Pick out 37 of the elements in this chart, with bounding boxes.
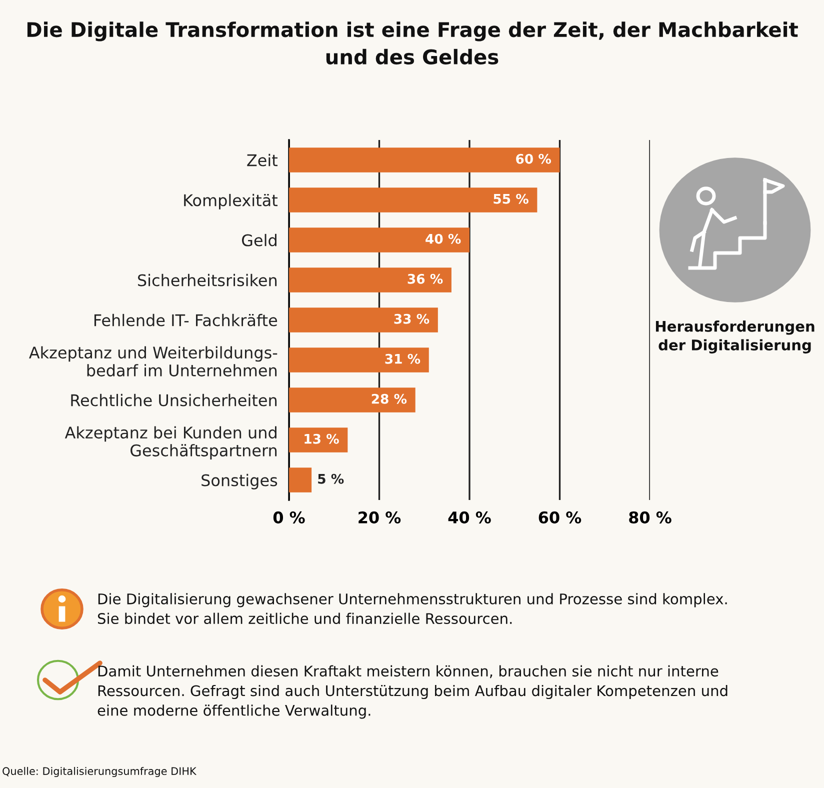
- x-tick-label: 80 %: [629, 511, 672, 524]
- data-label: 55 %: [494, 194, 528, 204]
- data-label: 13 %: [304, 434, 339, 444]
- text: Die Digitalisierung gewachsener Unternehmensstrukturen und Prozesse sind komplex. Sie bindet vor allem zeitliche und finanzielle Ressourcen.: [98, 593, 727, 624]
- data-label: 40 %: [426, 234, 461, 244]
- data-label: 5 %: [318, 474, 344, 484]
- x-tick-label: 60 %: [538, 511, 582, 524]
- bar: [289, 428, 348, 452]
- y-tick-label: Akzeptanz und Weiterbildungs- bedarf im Unternehmen: [29, 346, 278, 376]
- text: Damit Unternehmen diesen Kraftakt meistern können, brauchen sie nicht nur interne Ressourcen. Gefragt sind auch Unterstützung beim Aufbau digitaler Kompetenzen und eine moderne öffentliche Verwaltung.: [98, 665, 728, 719]
- data-label: 33 %: [394, 314, 430, 324]
- text: Herausforderungen der Digitalisierung: [656, 320, 814, 354]
- data-label: 36 %: [408, 274, 443, 284]
- x-tick-label: 0 %: [273, 511, 305, 524]
- bar: [289, 228, 470, 252]
- chart-title: Die Digitale Transformation ist eine Frage der Zeit, der Machbarkeit und des Geldes: [27, 22, 798, 64]
- y-tick-label: Fehlende IT- Fachkräfte: [94, 314, 278, 326]
- y-tick-label: Rechtliche Unsicherheiten: [71, 394, 277, 406]
- y-tick-label: Komplexität: [184, 194, 278, 210]
- data-label: 28 %: [372, 394, 407, 404]
- source-note: Quelle: Digitalisierungsumfrage DIHK: [2, 766, 197, 778]
- bar: [289, 148, 560, 172]
- bar: [289, 308, 438, 332]
- y-tick-label: Zeit: [247, 154, 278, 166]
- y-tick-label: Geld: [242, 234, 276, 246]
- y-tick-label: Sicherheitsrisiken: [138, 274, 277, 286]
- x-tick-label: 40 %: [448, 511, 491, 524]
- y-tick-label: Akzeptanz bei Kunden und Geschäftspartnern: [64, 426, 277, 460]
- bar: [289, 388, 416, 412]
- y-tick-label: Sonstiges: [202, 474, 278, 490]
- x-tick-label: 20 %: [358, 511, 401, 524]
- bar: [289, 468, 312, 492]
- bar: [289, 268, 452, 292]
- bar: [289, 348, 429, 372]
- bar: [289, 188, 538, 212]
- data-label: 60 %: [516, 154, 551, 164]
- data-label: 31 %: [385, 354, 420, 364]
